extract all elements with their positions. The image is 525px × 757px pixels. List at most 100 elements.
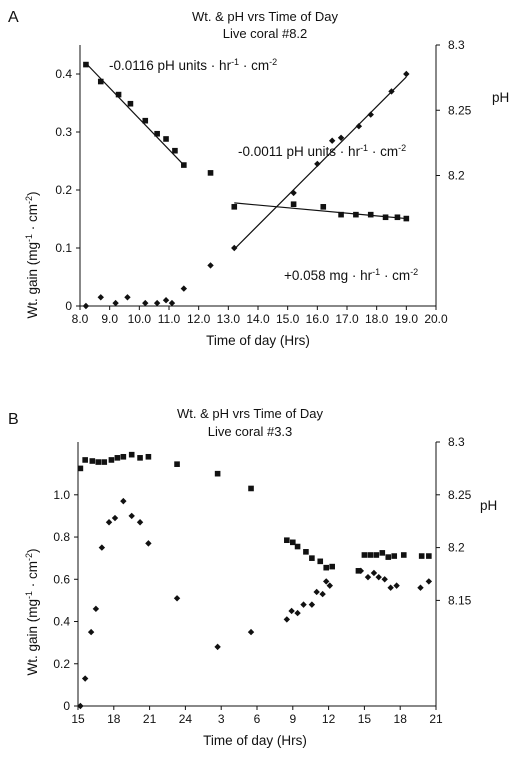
chart-a-right-axis-label: pH [492,90,509,105]
chart-a-fit-line-2 [234,202,407,220]
chart-a: A Wt. & pH vrs Time of Day Live coral #8… [8,9,509,348]
chart-b-wt-gain-point [81,675,89,682]
chart-b-wt-gain-point [425,578,433,585]
chart-a-x-tick-label: 14.0 [246,312,270,326]
chart-b-x-tick-label: 6 [254,712,261,726]
chart-b-ticks: 15 18 21 24 3 6 9 12 15 18 21 0 0.2 0.4 0.6 0.8 1.0 8.3 8.… [53,435,471,726]
chart-a-wt-gain-point [207,262,214,269]
chart-a-y-tick-label: 0 [65,299,72,313]
chart-a-x-tick-label: 17.0 [335,312,359,326]
chart-a-y-tick-label: 0.2 [55,183,72,197]
chart-a-y-tick-label: 0.1 [55,241,72,255]
chart-b-x-tick-label: 9 [289,712,296,726]
chart-b-ph-point [284,537,290,544]
chart-b-ph-point [214,470,221,477]
chart-b-x-tick-label: 15 [358,712,372,726]
chart-a-fit-line-3 [233,76,407,250]
chart-b-ph-point [290,539,296,546]
chart-a-fit-line-1 [85,62,185,166]
chart-b-wt-gain-point [288,607,295,615]
panel-label-a: A [8,9,19,26]
chart-b-y-tick-label: 1.0 [53,488,70,502]
chart-b-y-tick-label: 0 [63,699,70,713]
chart-a-ph-point [403,215,410,222]
chart-b-wt-gain-point [87,628,95,636]
chart-a-ph-point [290,201,297,208]
chart-a-title: Wt. & pH vrs Time of Day [192,9,338,24]
chart-b-y-tick-label: 0.6 [53,572,70,586]
chart-b-wt-gain-point [381,576,388,583]
chart-a-ph-point [172,147,178,154]
chart-a-x-tick-label: 16.0 [306,312,330,326]
chart-b-x-tick-label: 12 [322,712,336,726]
chart-b-ph-point [114,455,121,461]
chart-b-right-y-tick-label: 8.3 [448,435,465,449]
chart-b-y-tick-label: 0.4 [53,615,70,629]
chart-b-ph-point [367,552,374,558]
chart-a-ph-point [163,136,169,142]
chart-a-ph-point [338,211,344,218]
chart-b-wt-gain-point [173,595,181,602]
chart-b-right-y-tick-label: 8.2 [448,541,465,555]
chart-a-wt-gain-point [367,111,374,118]
chart-b-ph-point [95,459,102,465]
chart-b-ph-point [294,543,301,550]
chart-a-marks [82,61,410,310]
chart-a-y-tick-label: 0.3 [55,125,72,139]
chart-a-wt-gain-point [337,134,345,141]
chart-b-wt-gain-point [308,601,316,608]
chart-a-wt-gain-point [97,294,104,301]
chart-b-wt-gain-point [313,588,320,596]
chart-b-wt-gain-point [105,519,113,526]
chart-b-y-axis-label: Wt. gain (mg-1 · cm-2) [24,548,40,675]
chart-a-right-y-tick-label: 8.3 [448,38,465,52]
chart-b-wt-gain-point [387,584,394,591]
chart-b-wt-gain-point [214,643,221,651]
chart-a-ph-point [382,214,389,221]
chart-b-x-tick-label: 24 [179,712,193,726]
chart-b-ph-point [108,457,115,463]
chart-b-wt-gain-point [128,512,135,520]
chart-a-x-tick-label: 10.0 [128,312,152,326]
chart-b-wt-gain-point [120,497,127,505]
chart-a-ph-point [181,162,187,168]
chart-a-y-axis-label: Wt. gain (mg-1 · cm-2) [24,191,40,318]
chart-a-x-tick-label: 18.0 [365,312,389,326]
chart-b-wt-gain-point [111,514,119,522]
chart-b-wt-gain-point [417,584,424,591]
chart-b-y-tick-label: 0.2 [53,657,70,671]
chart-b-ph-point [385,554,392,560]
chart-b-ph-point [426,553,432,559]
chart-a-wt-gain-point [180,285,188,292]
chart-b-wt-gain-point [247,628,255,636]
chart-b-ph-point [400,552,407,558]
chart-a-x-axis-label: Time of day (Hrs) [206,333,310,348]
chart-a-axes [79,45,437,307]
chart-b-wt-gain-point [326,582,333,589]
chart-a-wt-gain-point [153,299,161,307]
chart-b-wt-gain-point [136,519,144,526]
chart-b-ph-point [329,563,335,570]
chart-a-ph-point [320,204,327,210]
chart-a-annotation-ph-slope-1: -0.0116 pH units · hr-1 · cm-2 [109,57,277,73]
chart-b-ph-point [128,451,135,458]
chart-a-right-y-tick-label: 8.25 [448,103,472,117]
chart-a-wt-gain-point [403,70,410,78]
chart-a-x-tick-label: 15.0 [276,312,300,326]
chart-b-ph-point [137,455,143,461]
chart-a-x-tick-label: 13.0 [217,312,241,326]
chart-b-axes [77,442,437,707]
chart-a-ph-point [154,130,160,137]
chart-b-wt-gain-point [145,540,152,547]
chart-b-right-axis-label: pH [480,498,497,513]
chart-b-ph-point [303,549,309,555]
chart-a-right-y-tick-label: 8.2 [448,169,465,183]
chart-b-wt-gain-point [375,573,382,581]
chart-b-wt-gain-point [364,573,372,581]
chart-b-wt-gain-point [323,578,330,585]
chart-a-ticks: 8.0 9.0 10.0 11.0 12.0 13.0 14.0 15.0 16.0 17.0 18… [55,38,471,326]
chart-a-ph-point [231,204,238,210]
chart-b-x-tick-label: 15 [71,712,85,726]
chart-b-ph-point [373,552,380,558]
